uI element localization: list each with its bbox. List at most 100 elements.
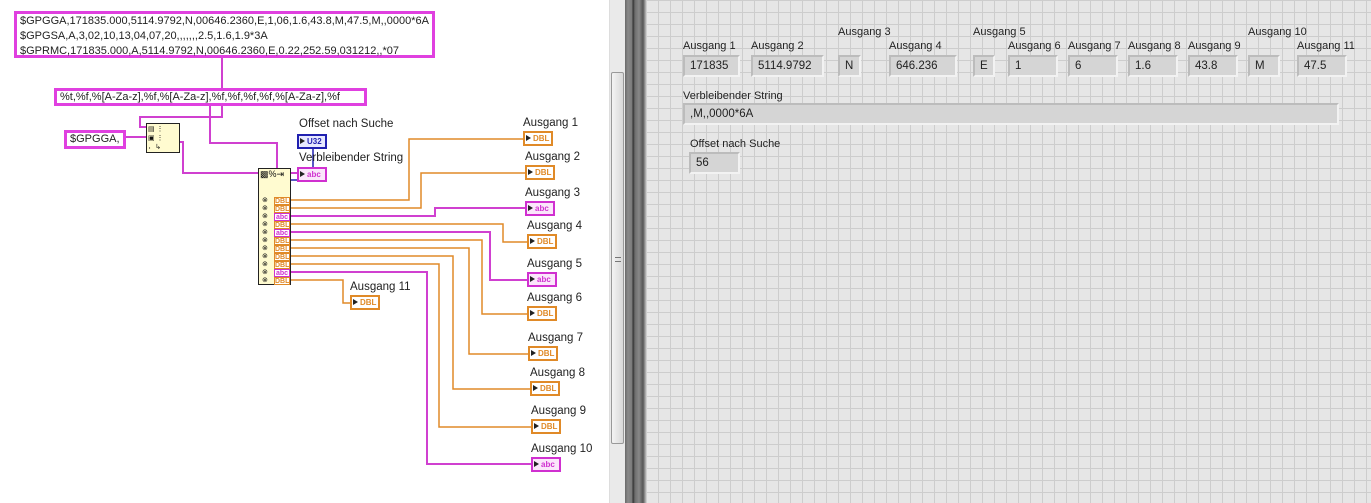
scan-output-terminal[interactable]: DBL bbox=[274, 205, 290, 213]
scan-icon: ▩%⇥ bbox=[260, 169, 285, 179]
output-display[interactable]: N bbox=[838, 55, 861, 77]
terminal-dot-icon: ⊗ bbox=[262, 237, 268, 244]
search-string-constant[interactable]: $GPGGA, bbox=[64, 130, 126, 149]
scan-from-string-function[interactable]: ▩%⇥ ⊗ DBL ⊗ DBL ⊗ abc ⊗ DBL ⊗ abc ⊗ DBL ⊗ DBL ⊗ DBL ⊗ DBL… bbox=[258, 168, 291, 285]
output-label: Ausgang 11 bbox=[350, 281, 411, 293]
output-label: Ausgang 4 bbox=[527, 220, 582, 232]
output-label: Ausgang 5 bbox=[527, 258, 582, 270]
output-wire[interactable] bbox=[291, 239, 527, 315]
output-display[interactable]: 1.6 bbox=[1128, 55, 1178, 77]
match-pattern-icon: ▤ ⋮ ▣ ⋮ ⠄ ↳ bbox=[148, 126, 164, 151]
output-label: Ausgang 10 bbox=[1248, 26, 1307, 38]
scan-output-terminal[interactable]: DBL bbox=[274, 221, 290, 229]
output-display[interactable]: 646.236 bbox=[889, 55, 957, 77]
output-display[interactable]: M bbox=[1248, 55, 1280, 77]
output-label: Ausgang 2 bbox=[525, 151, 580, 163]
remaining-string-indicator[interactable]: abc bbox=[297, 167, 327, 182]
offset-label: Offset nach Suche bbox=[690, 138, 781, 150]
output-wire[interactable] bbox=[291, 271, 531, 465]
output-indicator[interactable]: DBL bbox=[350, 295, 380, 310]
output-indicator[interactable]: DBL bbox=[527, 306, 557, 321]
pane-splitter[interactable] bbox=[625, 0, 646, 503]
output-wire[interactable] bbox=[291, 255, 530, 390]
scan-output-terminal[interactable]: DBL bbox=[274, 245, 290, 253]
terminal-dot-icon: ⊗ bbox=[262, 253, 268, 260]
scan-output-terminal[interactable]: abc bbox=[274, 229, 290, 237]
output-indicator[interactable]: DBL bbox=[523, 131, 553, 146]
output-label: Ausgang 4 bbox=[889, 40, 942, 52]
output-label: Ausgang 1 bbox=[523, 117, 578, 129]
scrollbar-thumb[interactable] bbox=[611, 72, 624, 444]
terminal-dot-icon: ⊗ bbox=[262, 197, 268, 204]
output-label: Ausgang 9 bbox=[1188, 40, 1241, 52]
terminal-dot-icon: ⊗ bbox=[262, 269, 268, 276]
terminal-dot-icon: ⊗ bbox=[262, 245, 268, 252]
terminal-dot-icon: ⊗ bbox=[262, 205, 268, 212]
output-wire[interactable] bbox=[291, 247, 528, 355]
output-wire[interactable] bbox=[291, 231, 527, 281]
scan-output-terminal[interactable]: DBL bbox=[274, 197, 290, 205]
output-display[interactable]: 5114.9792 bbox=[751, 55, 824, 77]
remaining-string-display[interactable]: ,M,,0000*6A bbox=[683, 103, 1339, 125]
output-label: Ausgang 8 bbox=[530, 367, 585, 379]
output-indicator[interactable]: abc bbox=[527, 272, 557, 287]
output-wire[interactable] bbox=[291, 138, 523, 201]
remaining-string-label: Verbleibender String bbox=[299, 152, 404, 164]
output-label: Ausgang 2 bbox=[751, 40, 804, 52]
terminal-dot-icon: ⊗ bbox=[262, 221, 268, 228]
output-wire[interactable] bbox=[291, 223, 527, 243]
scan-output-terminal[interactable]: abc bbox=[274, 269, 290, 277]
output-label: Ausgang 10 bbox=[531, 443, 593, 455]
output-label: Ausgang 7 bbox=[1068, 40, 1121, 52]
output-indicator[interactable]: DBL bbox=[528, 346, 558, 361]
remaining-string-label: Verbleibender String bbox=[683, 90, 783, 102]
offset-label: Offset nach Suche bbox=[299, 118, 394, 130]
output-display[interactable]: 1 bbox=[1008, 55, 1058, 77]
output-indicator[interactable]: abc bbox=[525, 201, 555, 216]
match-pattern-function[interactable]: ▤ ⋮ ▣ ⋮ ⠄ ↳ bbox=[146, 123, 180, 153]
output-label: Ausgang 1 bbox=[683, 40, 736, 52]
string-line: $GPGSA,A,3,02,10,13,04,07,20,,,,,,,2.5,1… bbox=[20, 30, 268, 42]
output-indicator[interactable]: abc bbox=[531, 457, 561, 472]
output-indicator[interactable]: DBL bbox=[525, 165, 555, 180]
gps-string-constant[interactable]: $GPGGA,171835.000,5114.9792,N,00646.2360… bbox=[14, 11, 435, 58]
output-display[interactable]: E bbox=[973, 55, 995, 77]
string-line: $GPRMC,171835.000,A,5114.9792,N,00646.23… bbox=[20, 45, 399, 57]
format-string-constant[interactable]: %t,%f,%[A-Za-z],%f,%[A-Za-z],%f,%f,%f,%f… bbox=[54, 88, 367, 106]
terminal-dot-icon: ⊗ bbox=[262, 213, 268, 220]
output-display[interactable]: 47.5 bbox=[1297, 55, 1347, 77]
output-display[interactable]: 43.8 bbox=[1188, 55, 1238, 77]
output-indicator[interactable]: DBL bbox=[530, 381, 560, 396]
output-wire[interactable] bbox=[291, 207, 525, 217]
output-label: Ausgang 6 bbox=[1008, 40, 1061, 52]
string-line: $GPGGA,171835.000,5114.9792,N,00646.2360… bbox=[20, 15, 429, 27]
output-label: Ausgang 3 bbox=[525, 187, 580, 199]
scan-output-terminal[interactable]: DBL bbox=[274, 253, 290, 261]
output-label: Ausgang 11 bbox=[1297, 40, 1355, 52]
output-wire[interactable] bbox=[291, 263, 531, 428]
scan-output-terminal[interactable]: abc bbox=[274, 213, 290, 221]
string-wire[interactable] bbox=[180, 141, 258, 174]
offset-display[interactable]: 56 bbox=[689, 152, 740, 174]
output-indicator[interactable]: DBL bbox=[531, 419, 561, 434]
output-label: Ausgang 3 bbox=[838, 26, 891, 38]
output-label: Ausgang 7 bbox=[528, 332, 583, 344]
output-indicator[interactable]: DBL bbox=[527, 234, 557, 249]
terminal-dot-icon: ⊗ bbox=[262, 277, 268, 284]
string-wire[interactable] bbox=[139, 106, 223, 128]
front-panel: Verbleibender String ,M,,0000*6A Offset … bbox=[646, 0, 1371, 503]
grip-icon bbox=[615, 257, 621, 262]
scan-output-terminal[interactable]: DBL bbox=[274, 261, 290, 269]
scan-output-terminal[interactable]: DBL bbox=[274, 277, 290, 285]
offset-indicator[interactable]: U32 bbox=[297, 134, 327, 149]
block-diagram: $GPGGA,171835.000,5114.9792,N,00646.2360… bbox=[0, 0, 609, 503]
output-label: Ausgang 9 bbox=[531, 405, 586, 417]
output-display[interactable]: 6 bbox=[1068, 55, 1118, 77]
format-wire[interactable] bbox=[209, 106, 278, 168]
terminal-dot-icon: ⊗ bbox=[262, 229, 268, 236]
scan-output-terminal[interactable]: DBL bbox=[274, 237, 290, 245]
output-wire[interactable] bbox=[291, 172, 525, 209]
output-wire[interactable] bbox=[291, 279, 350, 304]
terminal-dot-icon: ⊗ bbox=[262, 261, 268, 268]
output-display[interactable]: 171835 bbox=[683, 55, 740, 77]
